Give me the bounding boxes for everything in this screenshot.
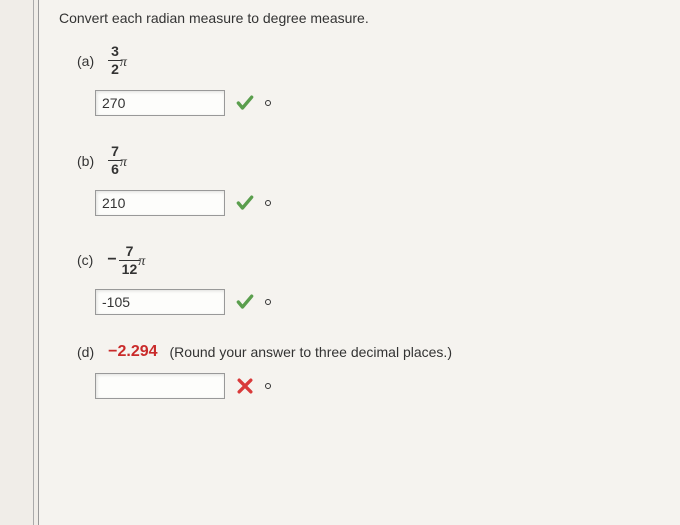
answer-input-d[interactable] — [95, 373, 225, 399]
problem-a-label: (a) — [77, 53, 94, 69]
problem-d-value: −2.294 — [108, 343, 157, 361]
problem-b-expression: (b) 7 6 π — [77, 144, 660, 178]
degree-symbol — [265, 383, 271, 389]
problem-d-label: (d) — [77, 344, 94, 360]
fraction-a: 3 2 π — [108, 44, 127, 78]
check-icon — [235, 193, 255, 213]
answer-row-c — [95, 289, 660, 315]
problem-c-expression: (c) − 7 12 π — [77, 244, 660, 278]
pi-symbol: π — [120, 55, 127, 71]
answer-row-b — [95, 190, 660, 216]
pi-symbol: π — [138, 254, 145, 270]
problem-a: (a) 3 2 π — [59, 44, 660, 116]
worksheet-page: Convert each radian measure to degree me… — [38, 0, 680, 525]
answer-input-a[interactable] — [95, 90, 225, 116]
negative-sign: − — [107, 251, 116, 269]
fraction-b: 7 6 π — [108, 144, 127, 178]
problem-d-expression: (d) −2.294 (Round your answer to three d… — [77, 343, 660, 361]
degree-symbol — [265, 100, 271, 106]
fraction-c-den: 12 — [119, 260, 141, 277]
degree-symbol — [265, 200, 271, 206]
problem-b: (b) 7 6 π — [59, 144, 660, 216]
answer-row-a — [95, 90, 660, 116]
fraction-c-num: 7 — [123, 244, 137, 260]
problem-b-label: (b) — [77, 153, 94, 169]
cross-icon — [235, 376, 255, 396]
round-note: (Round your answer to three decimal plac… — [170, 344, 452, 360]
problem-a-expression: (a) 3 2 π — [77, 44, 660, 78]
check-icon — [235, 93, 255, 113]
answer-input-c[interactable] — [95, 289, 225, 315]
problem-c-label: (c) — [77, 252, 93, 268]
problem-c: (c) − 7 12 π — [59, 244, 660, 316]
pi-symbol: π — [120, 155, 127, 171]
degree-symbol — [265, 299, 271, 305]
answer-row-d — [95, 373, 660, 399]
answer-input-b[interactable] — [95, 190, 225, 216]
fraction-c: − 7 12 π — [107, 244, 145, 278]
problem-d: (d) −2.294 (Round your answer to three d… — [59, 343, 660, 399]
check-icon — [235, 292, 255, 312]
instruction-text: Convert each radian measure to degree me… — [59, 10, 660, 26]
